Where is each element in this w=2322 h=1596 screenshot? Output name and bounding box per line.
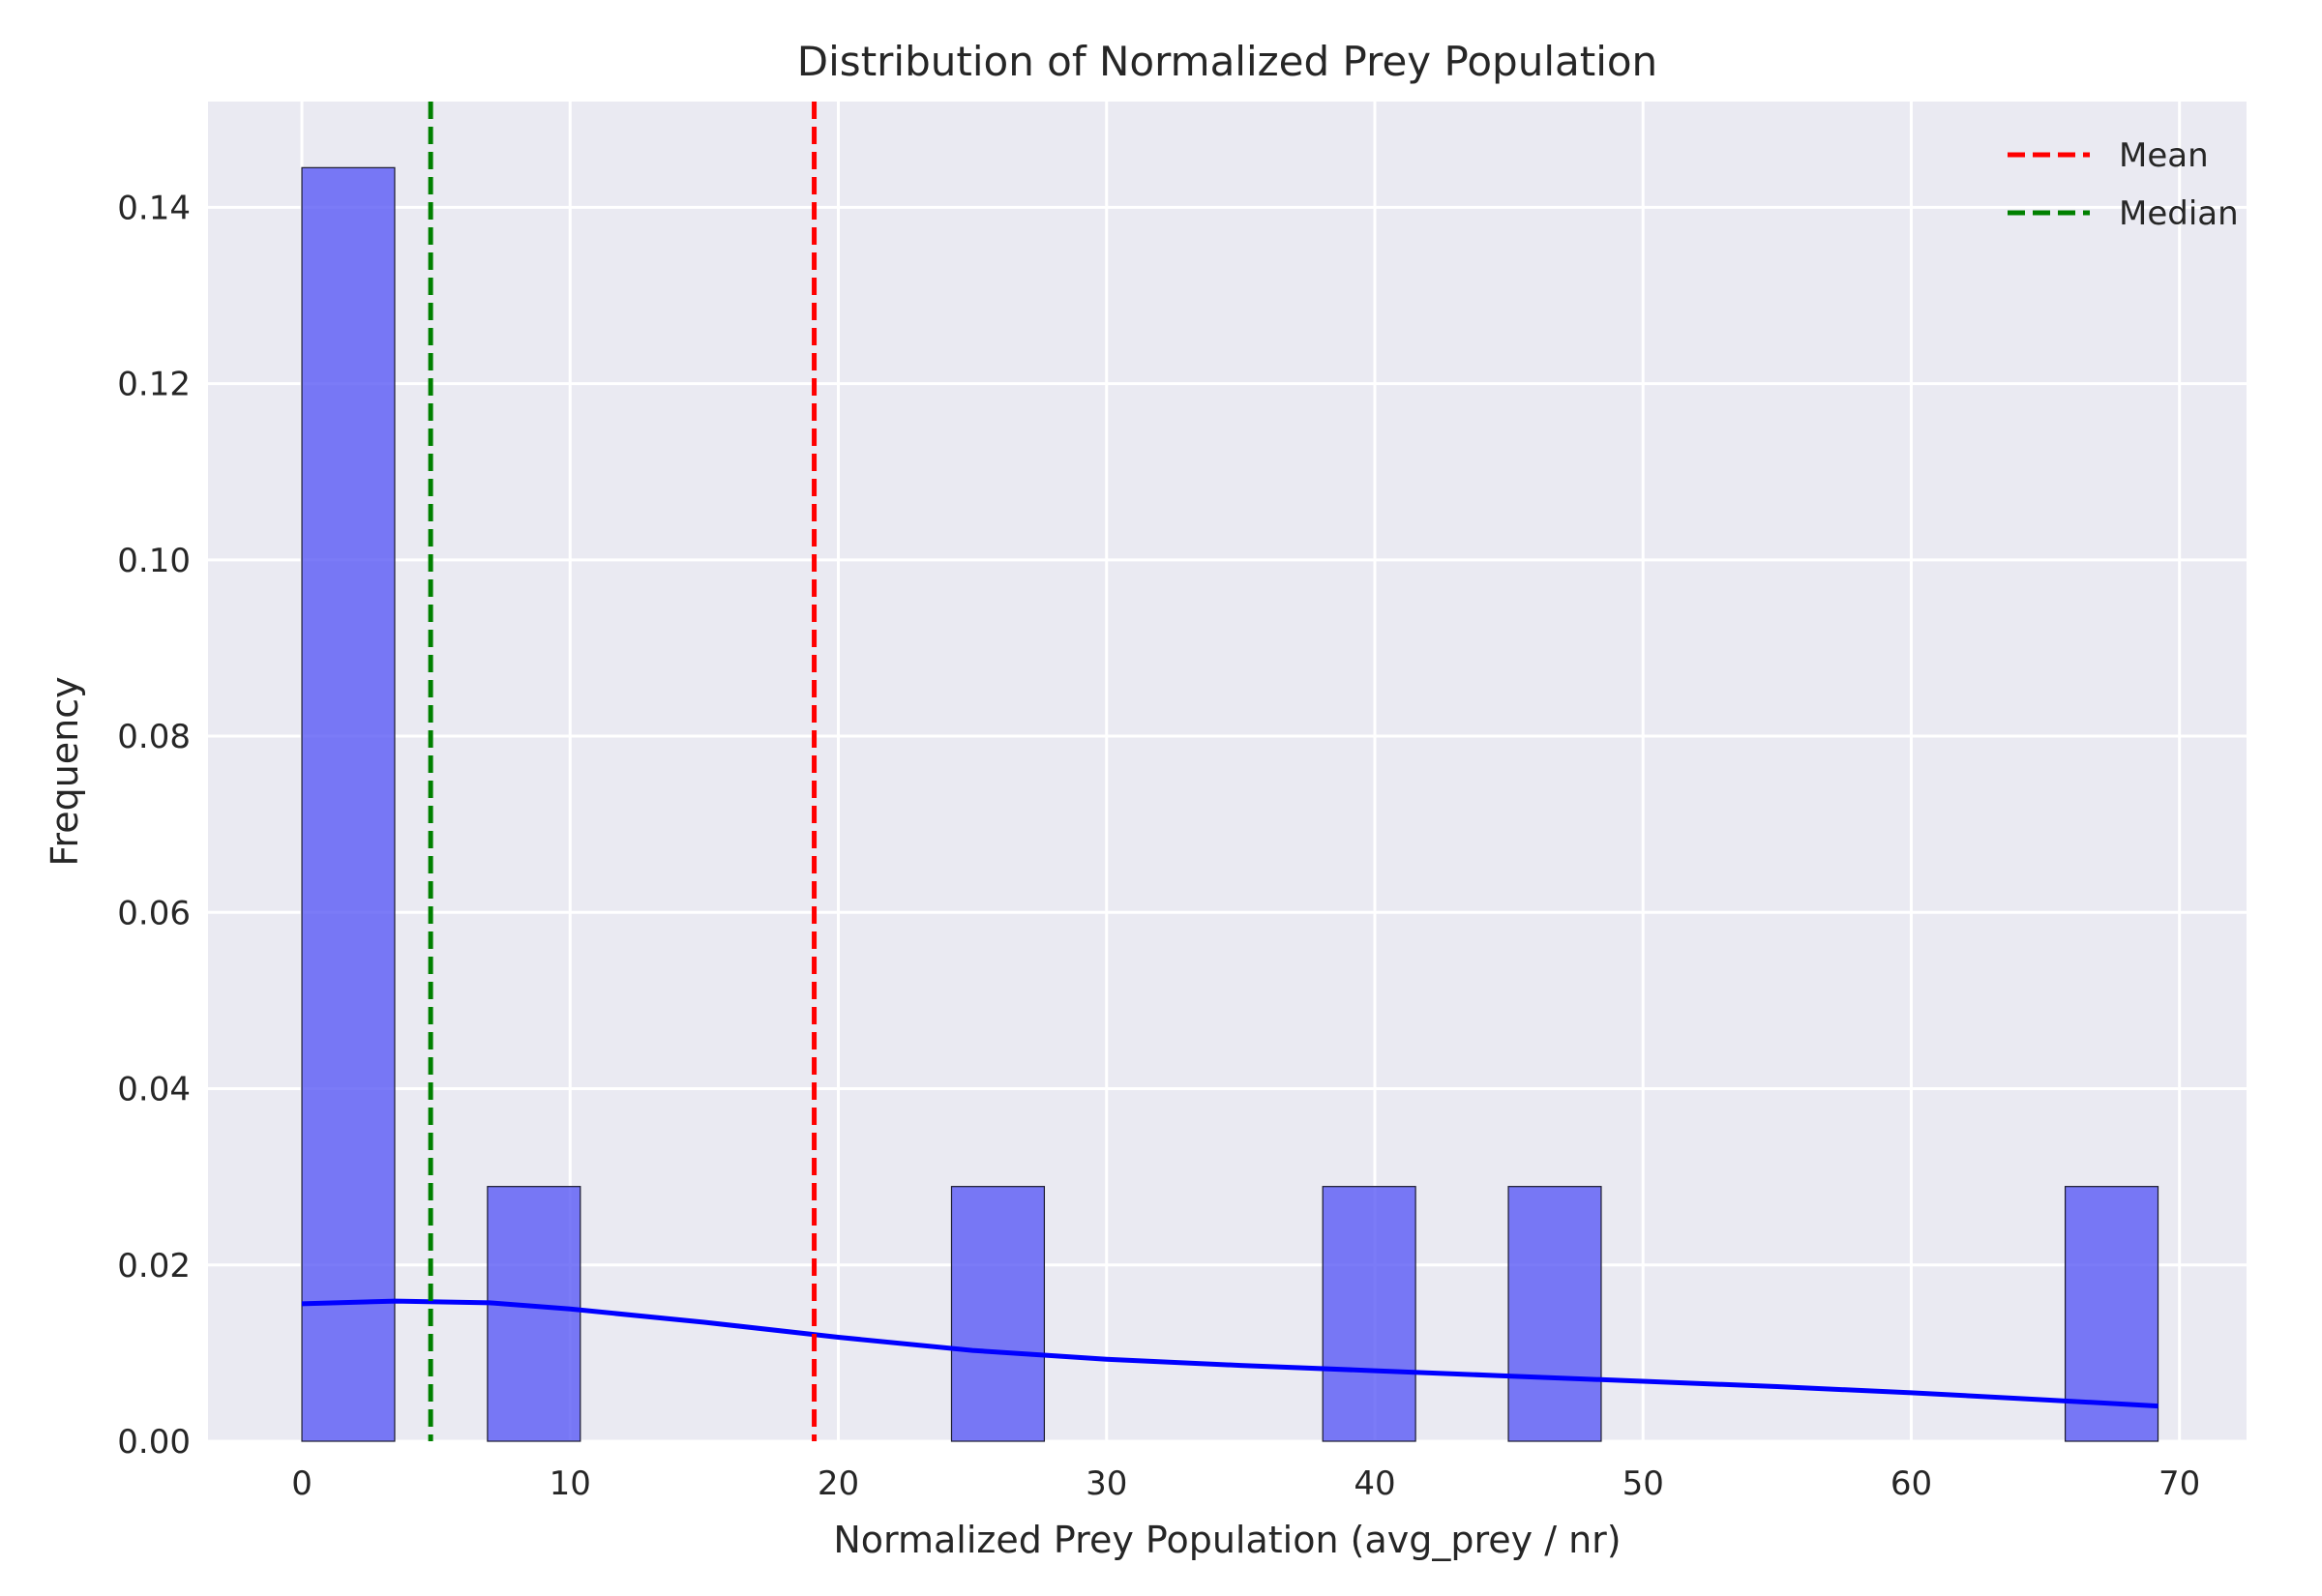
y-tick-label: 0.10 [117,542,191,580]
y-tick-label: 0.14 [117,189,191,227]
reference-lines [428,102,818,1441]
x-axis-label: Normalized Prey Population (avg_prey / n… [833,1519,1621,1561]
x-tick-label: 40 [1354,1464,1395,1503]
histogram-bar [1507,1186,1602,1442]
histogram-bar [950,1186,1046,1442]
legend: Mean Median [2008,136,2239,233]
chart-title: Distribution of Normalized Prey Populati… [797,38,1657,85]
legend-label-median: Median [2119,194,2239,233]
x-tick-label: 20 [818,1464,859,1503]
x-tick-label: 0 [291,1464,313,1503]
x-tick-label: 70 [2158,1464,2200,1503]
histogram-bar [2064,1186,2159,1442]
y-tick-label: 0.06 [117,894,191,932]
y-tick-label: 0.02 [117,1247,191,1286]
legend-label-mean: Mean [2119,136,2209,175]
x-axis-ticks: 0 10 20 30 40 50 60 70 [291,1464,2200,1503]
x-tick-label: 50 [1622,1464,1664,1503]
histogram-bars [301,166,2159,1442]
y-tick-label: 0.08 [117,718,191,756]
histogram-bar [1322,1186,1416,1442]
x-tick-label: 10 [550,1464,591,1503]
y-axis-ticks: 0.00 0.02 0.04 0.06 0.08 0.10 0.12 0.14 [117,189,191,1462]
y-tick-label: 0.12 [117,366,191,404]
x-tick-label: 60 [1890,1464,1932,1503]
y-axis-label: Frequency [44,676,86,866]
kde-curve [301,1298,2158,1409]
histogram-bar [301,166,396,1442]
histogram-bar [487,1186,581,1442]
y-tick-label: 0.00 [117,1423,191,1462]
y-tick-label: 0.04 [117,1071,191,1109]
x-tick-label: 30 [1086,1464,1127,1503]
grid-lines [208,102,2247,1443]
